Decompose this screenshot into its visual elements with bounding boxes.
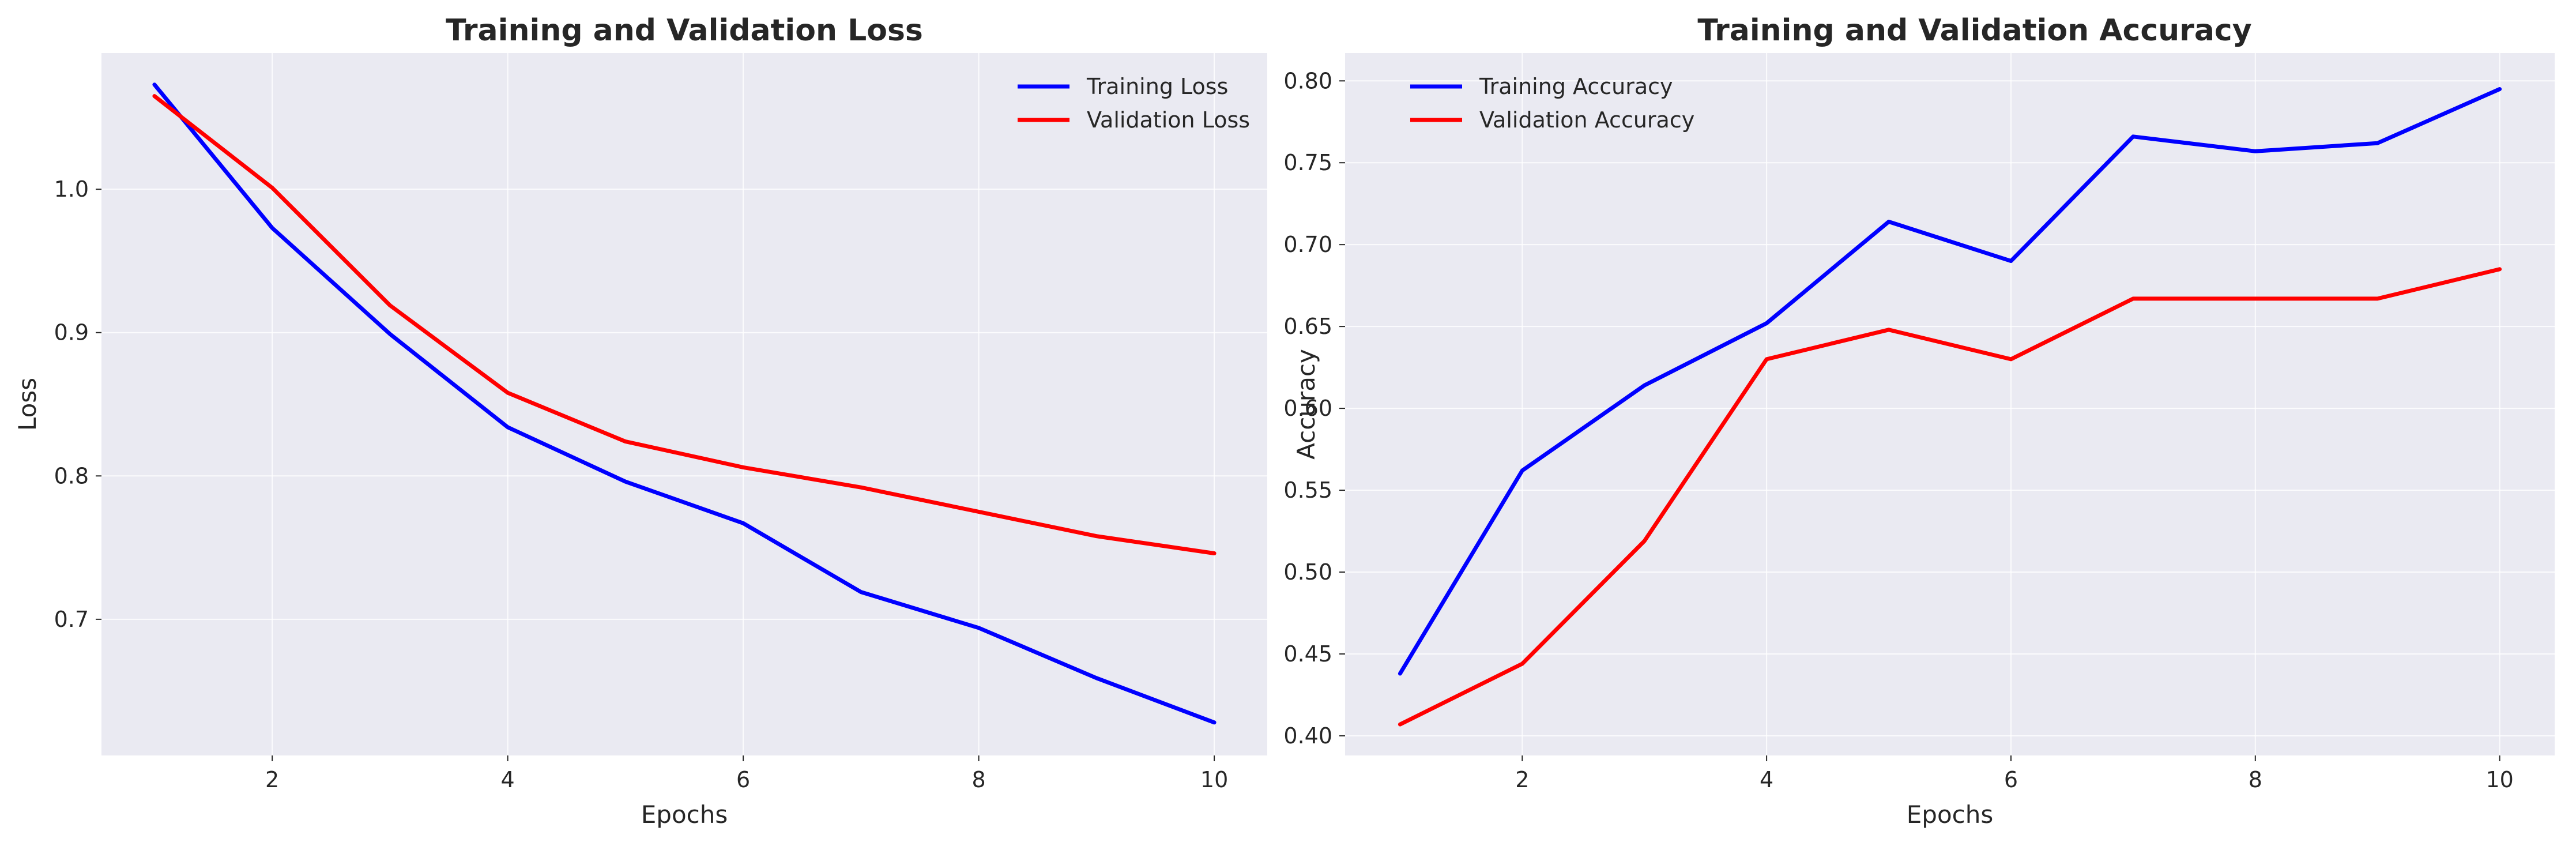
series-line-validation (152, 94, 1217, 555)
chart-panel-1: 2 4 6 8 10 0.7 0.8 0.9 1.0 Training and Validatio… (13, 13, 1267, 829)
y-tick-label: 0.75 (1283, 150, 1332, 175)
y-axis-label: Accuracy (1292, 349, 1320, 460)
y-tick-label: 0.8 (54, 463, 89, 488)
chart-title: Training and Validation Loss (446, 13, 923, 48)
y-tick-label: 0.70 (1283, 232, 1332, 257)
x-tick-label: 8 (2249, 767, 2262, 792)
x-axis-label: Epochs (641, 800, 728, 829)
y-axis-label: Loss (13, 378, 42, 431)
y-tick-label: 1.0 (54, 176, 89, 202)
x-tick-label: 4 (1760, 767, 1773, 792)
chart-panel-2: 2 4 6 8 10 0.40 0.45 0.50 0.55 0.60 0.65 0.70 0.75 0.… (1283, 13, 2555, 829)
series-line-training (1398, 87, 2502, 676)
y-tick-label: 0.60 (1283, 396, 1332, 421)
legend-label: Validation Loss (1087, 107, 1250, 133)
y-tick-label: 0.45 (1283, 641, 1332, 667)
x-tick-label: 4 (501, 767, 515, 792)
x-tick-label: 10 (1200, 767, 1228, 792)
x-axis-label: Epochs (1907, 800, 1994, 829)
legend: Training Loss Validation Loss (1018, 74, 1250, 133)
legend-label: Training Loss (1086, 74, 1228, 99)
legend: Training Accuracy Validation Accuracy (1410, 74, 1694, 133)
y-tick-label: 0.50 (1283, 559, 1332, 585)
legend-label: Validation Accuracy (1479, 107, 1694, 133)
legend-label: Training Accuracy (1479, 74, 1673, 99)
x-tick-label: 6 (2004, 767, 2018, 792)
y-tick-label: 0.80 (1283, 68, 1332, 93)
x-tick-label: 6 (736, 767, 750, 792)
x-tick-label: 10 (2485, 767, 2513, 792)
y-tick-label: 0.40 (1283, 723, 1332, 749)
y-tick-label: 0.65 (1283, 314, 1332, 339)
x-tick-label: 2 (1515, 767, 1529, 792)
y-tick-label: 0.7 (54, 607, 89, 632)
series-line-validation (1398, 267, 2502, 727)
x-tick-label: 8 (972, 767, 986, 792)
y-tick-label: 0.9 (54, 320, 89, 345)
series-line-training (152, 82, 1217, 725)
y-tick-label: 0.55 (1283, 477, 1332, 503)
x-tick-label: 2 (265, 767, 279, 792)
plot-area (101, 53, 1267, 755)
plot-area (1345, 53, 2555, 755)
chart-title: Training and Validation Accuracy (1697, 13, 2251, 48)
